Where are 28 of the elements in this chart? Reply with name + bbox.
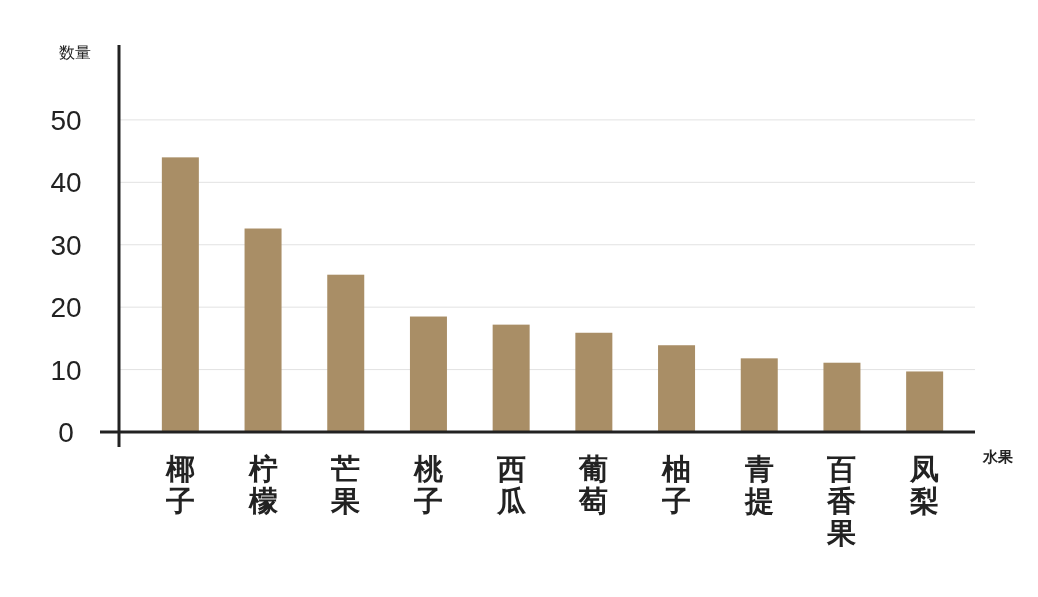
- x-axis-title: 水果: [982, 448, 1014, 465]
- x-tick-label: 百香果: [826, 453, 857, 549]
- bar: [409, 316, 447, 432]
- x-tick-label: 柚子: [661, 453, 692, 517]
- x-tick-label: 柠檬: [247, 453, 279, 517]
- bar: [658, 345, 696, 432]
- y-axis-title: 数量: [59, 44, 91, 61]
- x-tick-label: 桃子: [412, 453, 444, 517]
- bar: [906, 371, 944, 432]
- bar: [327, 274, 365, 432]
- x-tick-label: 葡萄: [578, 453, 609, 517]
- x-tick-label: 凤梨: [909, 453, 940, 517]
- x-tick-label: 西瓜: [495, 453, 527, 517]
- y-tick-label: 10: [50, 354, 82, 386]
- y-tick-label: 40: [50, 167, 82, 199]
- bar: [823, 362, 861, 432]
- y-tick-label: 30: [50, 229, 82, 261]
- bar: [161, 157, 199, 432]
- bar: [740, 358, 778, 432]
- x-tick-label: 椰子: [164, 453, 195, 517]
- x-tick-label: 芒果: [330, 453, 361, 517]
- y-tick-label: 20: [50, 292, 82, 324]
- y-tick-label: 0: [58, 417, 74, 448]
- bar: [244, 228, 282, 432]
- bar: [575, 332, 613, 432]
- y-tick-label: 50: [50, 104, 82, 136]
- bar: [492, 324, 530, 432]
- x-tick-label: 青提: [743, 453, 774, 517]
